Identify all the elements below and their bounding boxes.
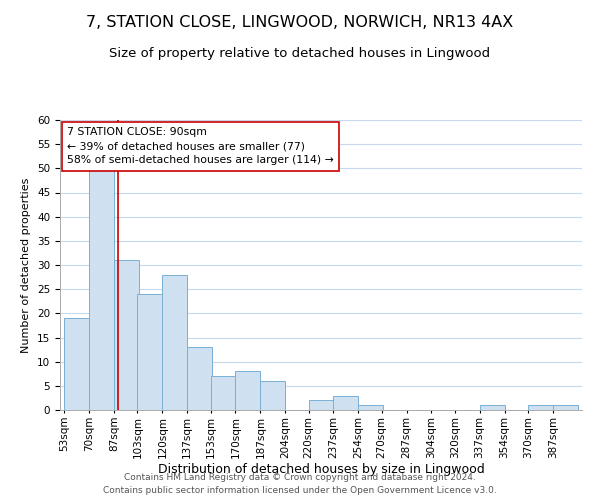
Text: Size of property relative to detached houses in Lingwood: Size of property relative to detached ho…	[109, 48, 491, 60]
Bar	[553, 405, 578, 410]
Bar	[64, 318, 89, 410]
Bar	[308, 400, 334, 410]
Bar	[528, 405, 553, 410]
Bar	[358, 405, 383, 410]
Bar	[114, 260, 139, 410]
Text: 7, STATION CLOSE, LINGWOOD, NORWICH, NR13 4AX: 7, STATION CLOSE, LINGWOOD, NORWICH, NR1…	[86, 15, 514, 30]
Text: 7 STATION CLOSE: 90sqm
← 39% of detached houses are smaller (77)
58% of semi-det: 7 STATION CLOSE: 90sqm ← 39% of detached…	[67, 127, 334, 165]
Bar	[187, 347, 212, 410]
Bar	[260, 381, 285, 410]
Bar	[89, 168, 114, 410]
Bar	[479, 405, 505, 410]
Y-axis label: Number of detached properties: Number of detached properties	[22, 178, 31, 352]
Text: Contains HM Land Registry data © Crown copyright and database right 2024.
Contai: Contains HM Land Registry data © Crown c…	[103, 474, 497, 495]
X-axis label: Distribution of detached houses by size in Lingwood: Distribution of detached houses by size …	[158, 463, 484, 476]
Bar	[137, 294, 163, 410]
Bar	[211, 376, 235, 410]
Bar	[235, 372, 260, 410]
Bar	[163, 274, 187, 410]
Bar	[334, 396, 358, 410]
